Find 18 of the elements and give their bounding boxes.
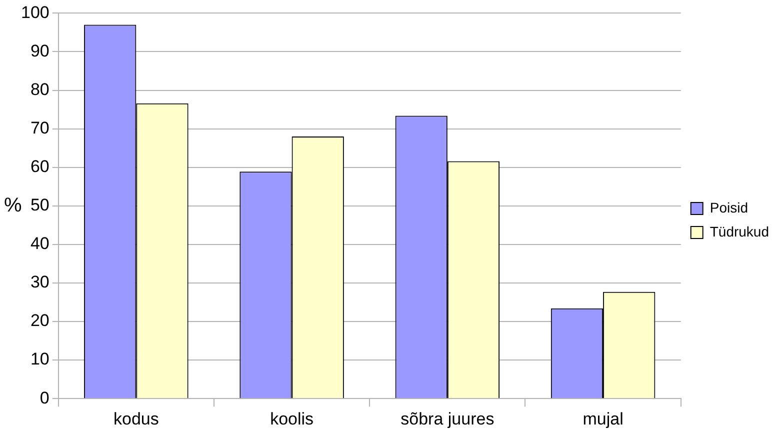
y-tick-label: 60 xyxy=(30,157,50,176)
y-tick-label: 50 xyxy=(30,196,50,215)
y-tick-label: 10 xyxy=(30,350,50,369)
legend-label: Poisid xyxy=(710,199,748,216)
y-tick-label: 40 xyxy=(30,234,50,254)
y-tick-label: 90 xyxy=(30,41,50,60)
x-tick-label: mujal xyxy=(582,409,624,428)
y-tick-label: 0 xyxy=(40,388,50,408)
legend-label: Tüdrukud xyxy=(710,223,770,240)
x-tick-label: sõbra juures xyxy=(400,409,494,428)
y-tick-label: 100 xyxy=(20,2,50,22)
x-tick-label: koolis xyxy=(270,409,314,428)
y-axis-title: % xyxy=(4,194,22,216)
y-tick-label: 70 xyxy=(30,118,50,138)
y-tick-label: 30 xyxy=(30,272,50,292)
y-tick-label: 80 xyxy=(30,80,50,99)
y-tick-label: 20 xyxy=(30,311,50,330)
x-tick-label: kodus xyxy=(113,409,159,428)
